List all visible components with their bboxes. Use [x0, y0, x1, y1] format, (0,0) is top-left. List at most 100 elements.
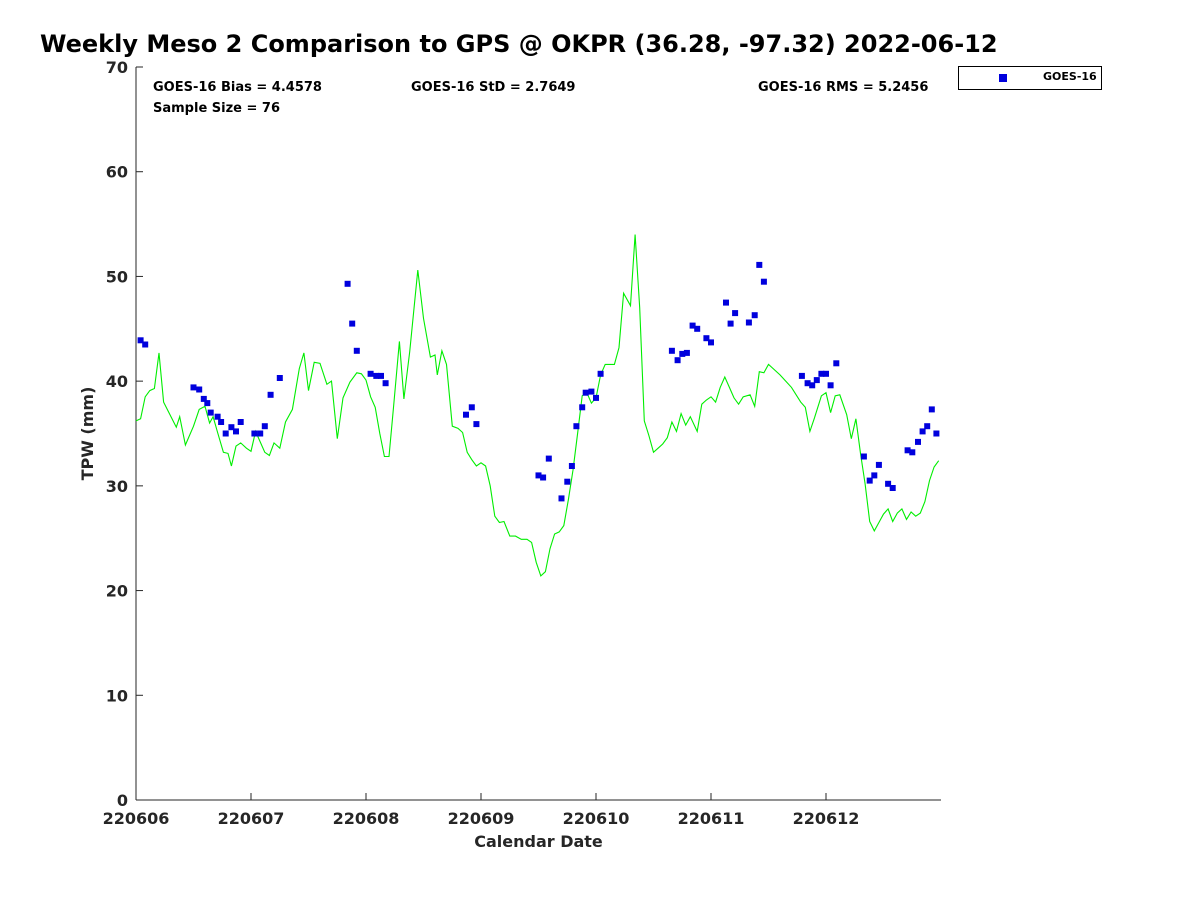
goes16-point	[818, 370, 825, 377]
goes16-point	[558, 495, 565, 502]
goes16-point	[823, 370, 829, 377]
y-axis-title: TPW (mm)	[78, 387, 97, 481]
legend-label-goes16: GOES-16	[1043, 70, 1097, 83]
y-tick-label: 20	[106, 582, 128, 601]
x-tick-label: 220612	[793, 809, 860, 828]
bias-stat: GOES-16 Bias = 4.4578	[153, 80, 322, 95]
goes16-point	[349, 320, 356, 327]
goes16-point	[924, 423, 931, 430]
goes16-point	[261, 423, 268, 430]
goes16-point	[257, 430, 264, 437]
sample-size-stat: Sample Size = 76	[153, 101, 281, 116]
goes16-point	[353, 347, 360, 354]
goes16-point	[276, 375, 283, 381]
gps-series-line	[135, 234, 940, 577]
goes16-point	[373, 372, 380, 379]
y-tick-label: 60	[106, 163, 128, 182]
goes16-point	[597, 370, 604, 377]
goes16-point	[540, 474, 547, 481]
y-tick-label: 40	[106, 372, 128, 391]
rms-stat: GOES-16 RMS = 5.2456	[758, 80, 929, 95]
goes16-point	[708, 339, 714, 346]
goes16-point	[588, 388, 595, 395]
goes16-point	[689, 322, 696, 329]
goes16-point	[928, 406, 935, 413]
goes16-point	[866, 477, 873, 484]
goes16-point	[564, 478, 571, 485]
goes16-point	[804, 380, 811, 387]
goes16-point	[344, 280, 351, 287]
goes16-point	[919, 428, 926, 435]
goes16-point	[468, 404, 475, 411]
x-tick-label: 220608	[333, 809, 400, 828]
goes16-point	[756, 261, 763, 268]
goes16-point	[222, 430, 229, 437]
goes16-point	[885, 480, 892, 487]
goes16-point	[732, 310, 739, 317]
goes16-point	[190, 384, 197, 391]
x-tick-label: 220607	[218, 809, 285, 828]
goes16-point	[207, 409, 214, 416]
goes16-point	[827, 382, 834, 389]
y-tick-label: 30	[106, 477, 128, 496]
chart-title: Weekly Meso 2 Comparison to GPS @ OKPR (…	[40, 30, 998, 58]
x-tick-label: 220611	[678, 809, 745, 828]
goes16-point	[142, 341, 149, 348]
goes16-point	[871, 472, 878, 479]
goes16-point	[694, 325, 701, 332]
goes16-point	[573, 423, 580, 430]
goes16-point	[196, 386, 203, 393]
goes16-point	[228, 424, 235, 431]
goes16-point	[382, 380, 389, 387]
goes16-point	[204, 400, 211, 407]
goes16-point	[579, 404, 586, 411]
goes16-point	[727, 320, 734, 327]
goes16-point	[813, 377, 820, 384]
y-tick-label: 0	[117, 791, 128, 810]
x-tick-label: 220606	[103, 809, 170, 828]
goes16-point	[137, 337, 144, 344]
goes16-point	[723, 299, 729, 306]
goes16-point	[904, 447, 911, 454]
goes16-point	[833, 360, 840, 367]
goes16-point	[915, 438, 921, 445]
goes16-point	[378, 372, 384, 379]
x-axis-title: Calendar Date	[474, 832, 603, 851]
goes16-point	[751, 312, 758, 319]
goes16-point	[860, 453, 867, 460]
y-tick-label: 50	[106, 267, 128, 286]
std-stat: GOES-16 StD = 2.7649	[411, 80, 576, 95]
legend: GOES-16	[958, 66, 1102, 90]
goes16-point	[760, 278, 767, 285]
goes16-point	[463, 411, 469, 418]
goes16-point	[237, 419, 244, 425]
x-tick-label: 220610	[563, 809, 630, 828]
y-tick-label: 10	[106, 686, 128, 705]
x-tick-label: 220609	[448, 809, 515, 828]
goes16-point	[909, 449, 916, 456]
goes16-point	[679, 350, 686, 357]
goes16-point	[233, 428, 239, 435]
y-tick-label: 70	[106, 58, 128, 77]
goes16-point	[683, 349, 690, 356]
goes16-point	[251, 430, 258, 437]
goes16-point	[545, 455, 552, 462]
goes16-point	[473, 421, 480, 428]
goes16-point	[582, 389, 589, 396]
goes16-point	[668, 347, 675, 354]
goes16-point	[703, 335, 710, 342]
goes16-point	[568, 463, 575, 469]
goes16-point	[214, 413, 221, 420]
goes16-point	[200, 395, 207, 402]
goes16-point	[367, 370, 374, 377]
goes16-point	[889, 485, 896, 491]
legend-marker-goes16	[999, 74, 1007, 82]
goes16-point	[798, 372, 805, 379]
goes16-point	[745, 319, 752, 326]
goes16-point	[875, 461, 882, 468]
goes16-point	[674, 357, 681, 364]
goes16-point	[535, 472, 542, 479]
goes16-point	[933, 430, 940, 437]
goes16-point	[267, 391, 274, 398]
